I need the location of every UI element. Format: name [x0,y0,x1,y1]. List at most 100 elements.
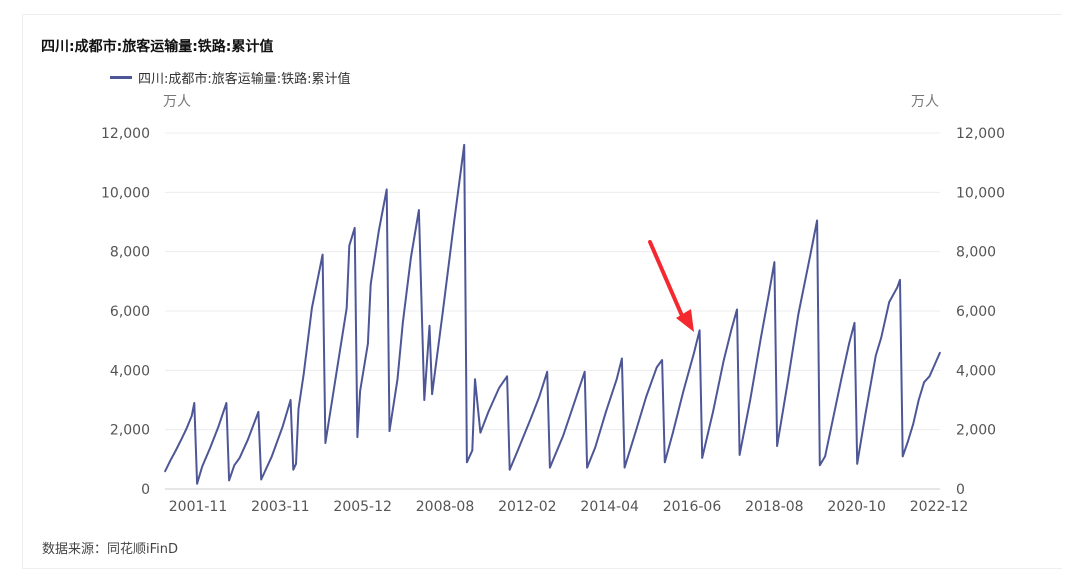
data-point [410,256,412,259]
x-tick-label: 2012-02 [498,499,557,515]
data-point [549,466,551,469]
data-point [899,279,901,281]
data-point [238,457,241,459]
legend[interactable]: 四川:成都市:旅客运输量:铁路:累计值 [110,68,351,87]
x-tick-label: 2008-08 [416,499,475,515]
data-point [586,466,588,469]
x-axis: 2001-11 2003-11 2005-12 2008-08 2012-02 2014-… [169,499,969,515]
data-point [923,381,925,384]
data-point [423,399,426,401]
legend-swatch [110,76,132,79]
data-point [934,363,936,366]
data-point [297,408,300,410]
data-point [378,230,380,232]
y-tick-label-right: 0 [956,482,965,498]
data-point [506,375,508,378]
y-tick-label-left: 4,000 [110,363,150,379]
data-point [701,457,703,459]
data-point [321,253,324,256]
data-point [233,464,236,467]
x-tick-label: 2018-08 [745,499,804,515]
y-tick-label-right: 10,000 [956,185,1005,201]
data-point [896,286,899,289]
data-point [335,375,337,378]
y-tick-label-right: 8,000 [956,245,996,261]
y-axis-unit-right: 万人 [911,94,939,110]
data-point [463,144,466,146]
data-point [736,308,738,311]
data-point [228,479,230,482]
data-point [418,209,420,211]
red-arrow-annotation [648,240,694,332]
data-point [621,357,623,360]
data-point [530,417,532,419]
y-tick-label-right: 6,000 [956,304,996,320]
data-point [324,442,327,444]
legend-label: 四川:成都市:旅客运输量:铁路:累计值 [138,72,351,87]
data-point [907,440,909,443]
y-tick-label-left: 12,000 [101,126,150,142]
data-point [853,322,856,324]
data-point [289,399,292,401]
data-point [367,342,369,345]
data-point [917,399,920,401]
data-point [570,411,572,413]
y-axis-unit-left: 万人 [163,94,191,110]
data-point [856,463,858,465]
y-axis-left: 0 2,000 4,000 6,000 8,000 10,000 12,000 [101,126,150,498]
data-point [615,378,618,381]
data-source: 数据来源：同花顺iFinD [42,542,179,557]
data-point [840,378,843,381]
x-tick-label: 2003-11 [251,499,310,515]
data-point [356,436,359,438]
y-tick-label-left: 0 [141,482,150,498]
y-tick-label-left: 2,000 [110,423,150,439]
data-point [311,307,313,309]
data-point [816,219,818,222]
data-point [292,468,295,471]
x-tick-label: 2005-12 [333,499,392,515]
data-point [776,445,778,447]
data-point [217,425,220,428]
x-tick-label: 2014-04 [580,499,639,515]
data-point [498,387,500,389]
data-point [225,402,228,404]
data-point [428,325,431,327]
data-point [928,375,931,378]
data-point [698,329,701,332]
y-tick-label-right: 4,000 [956,363,996,379]
data-point [808,259,810,262]
data-point [369,283,372,286]
data-point [517,449,519,452]
data-point [353,227,356,229]
data-point [442,310,444,312]
data-point [190,415,193,417]
x-tick-label: 2001-11 [169,499,228,515]
data-point [452,224,455,226]
data-point [174,450,177,452]
data-point [912,422,915,425]
data-point [388,430,391,432]
data-point [661,359,663,361]
data-point [385,188,388,191]
grid-lines [165,132,940,431]
data-point [634,431,637,434]
series-line [164,143,941,485]
data-point [768,292,770,295]
data-point [345,307,348,309]
data-point [583,371,586,373]
data-point [348,244,351,247]
data-point [431,393,433,395]
data-point [738,454,741,456]
data-point [749,399,751,401]
data-point [832,417,834,419]
data-point [164,470,166,473]
data-point [712,411,714,413]
data-point [180,439,182,442]
data-point [169,460,171,462]
data-point [271,455,273,458]
x-tick-label: 2022-12 [910,499,969,515]
data-point [474,378,476,381]
data-point [193,402,196,404]
